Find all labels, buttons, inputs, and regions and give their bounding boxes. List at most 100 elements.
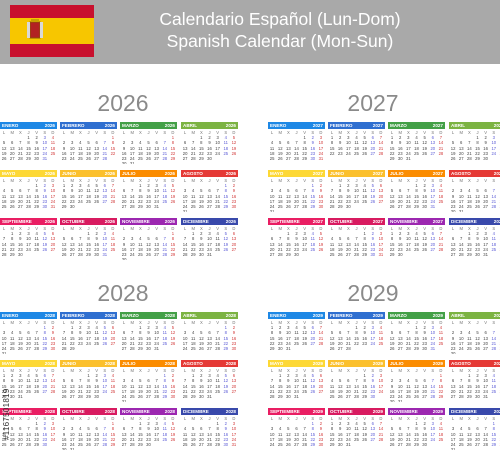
day-number: 19 (337, 388, 343, 394)
day-number: 24 (430, 340, 436, 346)
day-number: 16 (146, 193, 151, 199)
month-calendar: DICIEMBRE 2028 L M X J V S D 1 2 3 4 5 6 7 8 9 10 11 12 13 14 1… (181, 408, 238, 450)
weekday-letter: L (390, 368, 394, 373)
day-number: 5 (171, 421, 175, 427)
day-number: 11 (329, 241, 335, 247)
day-number: 20 (422, 388, 427, 394)
day-number: 6 (431, 135, 434, 141)
day-number: 16 (337, 145, 343, 151)
weekday-letter: V (303, 226, 307, 231)
day-number: 4 (87, 183, 90, 189)
day-number: 12 (86, 145, 91, 151)
weekday-letter: D (232, 368, 236, 373)
day-number: 11 (354, 426, 359, 432)
weekday-letter: D (379, 130, 383, 135)
day-number: 27 (370, 150, 376, 156)
day-number: 3 (460, 330, 463, 336)
day-number: 23 (318, 436, 324, 442)
weekday-letter: J (27, 320, 30, 325)
day-number: 11 (310, 236, 315, 242)
day-number: 18 (138, 246, 143, 252)
month-header: MAYO 2029 (268, 360, 325, 367)
day-number: 13 (294, 193, 299, 199)
day-number: 6 (319, 373, 323, 379)
day-number: 3 (79, 183, 82, 189)
day-number: 15 (190, 241, 196, 247)
weekday-letter: V (216, 226, 220, 231)
month-year: 2028 (44, 313, 55, 318)
month-header: ABRIL 2026 (181, 122, 238, 129)
weekday-letter: M (278, 368, 282, 373)
month-name: ENERO (2, 313, 19, 318)
day-number: 3 (347, 421, 350, 427)
weekday-letter: J (476, 416, 479, 421)
day-number: 31 (346, 442, 351, 448)
month-calendar: SEPTIEMBRE 2028 L M X J V S D 1 2 3 4 5 6 7 8 9 10 11 12 13 14… (0, 408, 57, 450)
day-number: 22 (138, 198, 143, 204)
day-number: 17 (450, 436, 456, 442)
month-name: NOVIEMBRE (390, 219, 418, 224)
weekday-letter: V (35, 226, 39, 231)
month-calendar: MAYO 2029 L M X J V S D 1 2 3 4 5 6 7 8 9 10 11 12 13 14 15 16 17… (268, 360, 325, 402)
day-number: 9 (347, 188, 350, 194)
day-number: 5 (390, 426, 394, 432)
month-calendar: JUNIO 2026 L M X J V S D 1 2 3 4 5 6 7 8 9 10 11 12 13 14 15 16 1… (60, 170, 117, 212)
day-number: 3 (131, 140, 134, 146)
weekday-letter: L (390, 178, 394, 183)
day-number: 25 (294, 340, 299, 346)
day-number: 25 (182, 442, 188, 448)
day-number: 2 (339, 421, 342, 427)
weekday-letter: X (78, 368, 82, 373)
day-number: 27 (310, 340, 316, 346)
month-calendar: NOVIEMBRE 2029 L M X J V S D 1 2 3 4 5 6 7 8 9 10 11 12 13 14 1… (388, 408, 445, 450)
month-year: 2029 (372, 313, 383, 318)
day-number: 12 (370, 188, 376, 194)
day-number: 12 (277, 145, 283, 151)
weekday-letter: V (216, 130, 220, 135)
day-number: 23 (69, 198, 75, 204)
day-number: 14 (302, 431, 307, 437)
day-number: 16 (277, 335, 283, 341)
day-number: 29 (86, 252, 91, 258)
day-number: 8 (339, 188, 342, 194)
day-number: 29 (277, 394, 283, 400)
day-number: 4 (492, 373, 495, 379)
day-number: 2 (95, 231, 98, 237)
day-number: 14 (438, 236, 444, 242)
weekday-letter: S (311, 226, 315, 231)
weekday-letter: V (484, 416, 488, 421)
weekday-letter: M (398, 178, 402, 183)
month-calendar: OCTUBRE 2028 L M X J V S D 1 2 3 4 5 6 7 8 9 10 11 12 13 14 15 1… (60, 408, 117, 450)
day-number: 30 (475, 252, 480, 258)
day-number: 29 (190, 252, 196, 258)
weekday-letter: L (62, 368, 66, 373)
day-number: 28 (438, 150, 444, 156)
day-number: 15 (269, 335, 275, 341)
day-number: 7 (460, 236, 463, 242)
weekday-letter: X (467, 130, 471, 135)
day-number: 24 (430, 436, 436, 442)
day-number: 15 (86, 383, 91, 389)
day-number: 4 (11, 330, 14, 336)
day-number: 17 (18, 383, 23, 389)
day-number: 20 (397, 436, 403, 442)
day-number: 15 (190, 383, 196, 389)
day-number: 30 (422, 442, 427, 448)
month-calendar: JUNIO 2029 L M X J V S D 1 2 3 4 5 6 7 8 9 10 11 12 13 14 15 16 1… (328, 360, 385, 402)
day-number: 30 (286, 394, 291, 400)
weekday-letter: D (232, 320, 236, 325)
day-number: 19 (199, 340, 204, 346)
day-number: 12 (329, 335, 335, 341)
weekday-letter: V (363, 178, 367, 183)
weekday-letter: D (51, 226, 55, 231)
weekday-letter: M (338, 130, 342, 135)
day-number: 10 (370, 330, 376, 336)
weekday-letter: D (439, 320, 443, 325)
day-number: 19 (146, 246, 151, 252)
day-number: 21 (483, 436, 488, 442)
day-number: 7 (379, 421, 383, 427)
day-number: 26 (199, 204, 204, 210)
day-number: 28 (406, 442, 411, 448)
